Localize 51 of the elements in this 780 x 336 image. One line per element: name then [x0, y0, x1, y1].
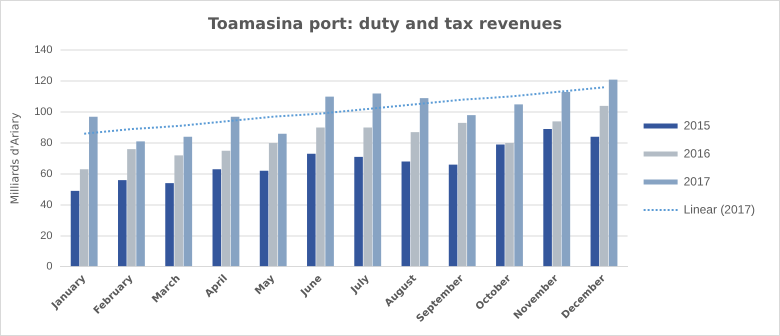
- bar: [543, 129, 552, 266]
- bar: [260, 170, 268, 266]
- line-series: [83, 86, 605, 135]
- legend-label: 2016: [684, 146, 711, 160]
- bar: [354, 156, 363, 266]
- y-axis-title: Milliards d'Ariary: [8, 112, 22, 204]
- bar: [80, 169, 88, 266]
- y-tick-label: 60: [40, 168, 53, 180]
- bar: [410, 132, 420, 266]
- bar: [402, 162, 410, 266]
- y-tick-label: 40: [40, 198, 53, 211]
- bar: [165, 183, 174, 266]
- bar: [230, 116, 240, 266]
- bar: [184, 136, 192, 266]
- bar: [505, 142, 514, 266]
- bar: [514, 104, 523, 266]
- bar: [420, 98, 428, 266]
- bar: [562, 92, 570, 266]
- legend-label: 2017: [684, 174, 711, 188]
- bar: [268, 142, 278, 266]
- y-tick-label: 140: [34, 44, 53, 56]
- legend-label: Linear (2017): [684, 202, 756, 216]
- bar: [372, 93, 382, 266]
- bar: [552, 121, 562, 266]
- y-tick-label: 0: [46, 260, 53, 273]
- bar: [212, 169, 222, 266]
- bar: [127, 149, 136, 266]
- y-tick-label: 20: [40, 230, 53, 242]
- bar: [363, 128, 372, 266]
- bar: [608, 80, 618, 266]
- bar: [278, 134, 287, 266]
- bar: [496, 144, 505, 266]
- bar: [89, 116, 98, 266]
- chart-title: Toamasina port: duty and tax revenues: [208, 14, 562, 33]
- bar: [590, 136, 600, 266]
- y-tick-label: 100: [34, 106, 53, 118]
- bar: [174, 155, 183, 266]
- bar: [118, 180, 127, 266]
- bar: [70, 190, 80, 266]
- bar: [136, 141, 145, 266]
- y-tick-label: 80: [40, 137, 53, 150]
- bar: [448, 164, 458, 266]
- bar: [600, 106, 608, 266]
- bar: [307, 154, 316, 266]
- bar: [325, 96, 334, 266]
- bar: [316, 128, 325, 266]
- bar: [458, 122, 467, 266]
- y-tick-label: 120: [34, 75, 53, 88]
- bar: [222, 150, 230, 266]
- bar: [467, 115, 476, 266]
- legend-label: 2015: [684, 118, 711, 132]
